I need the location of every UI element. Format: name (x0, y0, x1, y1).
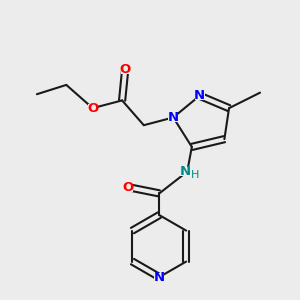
Text: H: H (191, 170, 199, 180)
FancyBboxPatch shape (168, 113, 178, 122)
Text: N: N (194, 89, 205, 102)
Text: O: O (120, 63, 131, 76)
FancyBboxPatch shape (88, 104, 97, 112)
Text: N: N (180, 165, 191, 178)
Text: N: N (154, 271, 165, 284)
Text: O: O (123, 181, 134, 194)
FancyBboxPatch shape (124, 183, 133, 191)
FancyBboxPatch shape (180, 167, 194, 176)
Text: O: O (87, 102, 98, 115)
Text: N: N (168, 111, 179, 124)
FancyBboxPatch shape (154, 273, 164, 281)
FancyBboxPatch shape (121, 65, 130, 74)
FancyBboxPatch shape (195, 92, 205, 100)
